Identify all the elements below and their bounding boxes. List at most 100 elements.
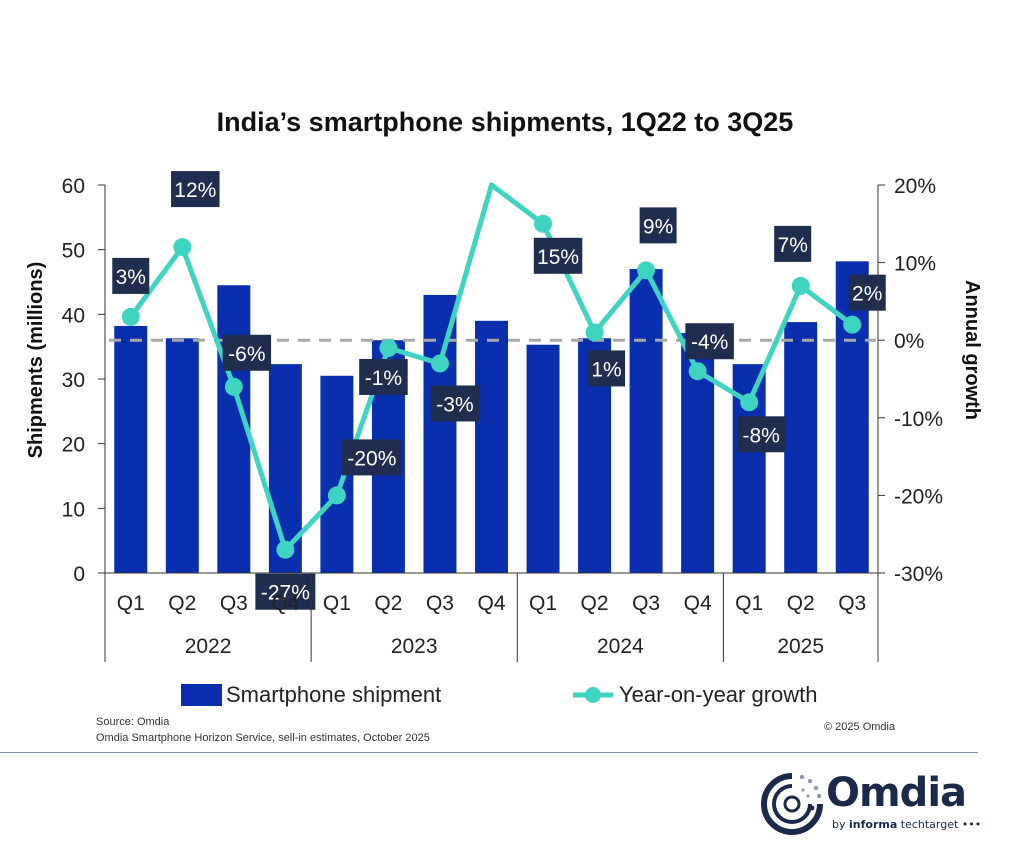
x-tick-label-3: Q4: [271, 592, 299, 615]
y2-tick-label-1: -20%: [894, 485, 943, 508]
growth-point-5: [379, 338, 398, 357]
growth-line: [128, 182, 854, 553]
growth-label-1: 12%: [174, 179, 216, 202]
bar-14: [835, 261, 869, 573]
x-tick-label-11: Q4: [684, 592, 712, 615]
y-tick-label-5: 50: [62, 240, 85, 263]
bar-0: [114, 325, 148, 573]
y2-tick-label-2: -10%: [894, 408, 943, 431]
growth-point-3: [276, 540, 295, 559]
growth-label-3: -27%: [261, 582, 310, 605]
growth-point-10: [637, 261, 656, 280]
y-tick-label-3: 30: [62, 369, 85, 392]
growth-point-12: [740, 393, 759, 412]
growth-label-box-3: [255, 573, 316, 610]
omdia-logo-icon: [761, 773, 823, 835]
footer-note: Omdia Smartphone Horizon Service, sell-i…: [96, 732, 430, 744]
growth-label-6: -3%: [436, 393, 473, 416]
growth-label-box-12: [736, 416, 786, 453]
omdia-logo-wordmark: Omdia: [826, 770, 967, 816]
bar-1: [165, 338, 199, 573]
growth-labels-layer: 3% 12% -6% -27% -20% -1% -3% 15% 1% 9% -4% -8% 7% 2%: [112, 171, 886, 610]
growth-label-8: 15%: [537, 246, 579, 269]
x-tick-label-6: Q3: [426, 592, 454, 615]
growth-point-4: [327, 486, 346, 505]
growth-point-11: [688, 362, 707, 381]
growth-label-4: -20%: [347, 447, 396, 470]
axes-layer: 0 10 20 30 40 50 60 -30% -20% -10% 0% 10% 20% Q1 Q2 Q3 Q…: [62, 175, 943, 662]
growth-label-box-10: [639, 207, 677, 244]
chart: India’s smartphone shipments, 1Q22 to 3Q…: [25, 107, 983, 707]
growth-label-box-14: [848, 274, 886, 311]
footer-source: Source: Omdia: [96, 716, 170, 728]
x-tick-label-13: Q2: [787, 592, 815, 615]
growth-label-box-1: [171, 171, 220, 208]
y-tick-label-4: 40: [62, 304, 85, 327]
year-label-2023: 2023: [391, 635, 438, 658]
x-tick-label-8: Q1: [529, 592, 557, 615]
x-tick-label-2: Q3: [220, 592, 248, 615]
growth-point-8: [534, 214, 553, 233]
tagline-informa: informa: [849, 818, 898, 831]
year-label-2024: 2024: [597, 635, 644, 658]
growth-label-box-5: [359, 358, 408, 395]
growth-label-11: -4%: [691, 331, 728, 354]
growth-point-6: [430, 354, 449, 373]
growth-label-box-6: [430, 385, 480, 422]
growth-label-2: -6%: [228, 343, 265, 366]
legend-swatch-bar: [181, 684, 222, 706]
y-tick-label-2: 20: [62, 434, 85, 457]
growth-label-10: 9%: [643, 215, 673, 238]
x-tick-label-14: Q3: [838, 592, 866, 615]
growth-label-14: 2%: [852, 283, 882, 306]
bar-8: [526, 344, 560, 573]
x-tick-label-1: Q2: [168, 592, 196, 615]
y2-axis-title: Annual growth: [961, 280, 983, 420]
chart-title: India’s smartphone shipments, 1Q22 to 3Q…: [217, 107, 794, 137]
omdia-logo-tagline: by informa techtarget •••: [832, 818, 981, 831]
growth-point-13: [791, 276, 810, 295]
growth-label-5: -1%: [365, 367, 402, 390]
growth-line-layer: [121, 182, 862, 559]
bar-13: [784, 322, 818, 573]
growth-point-14: [843, 315, 862, 334]
x-tick-label-0: Q1: [117, 592, 145, 615]
y2-tick-label-4: 10%: [894, 253, 936, 276]
footer-divider: [0, 752, 978, 753]
x-tick-label-5: Q2: [374, 592, 402, 615]
x-tick-label-9: Q2: [581, 592, 609, 615]
growth-label-box-9: [588, 350, 626, 387]
growth-label-box-2: [222, 334, 272, 371]
growth-point-2: [224, 377, 243, 396]
x-tick-label-10: Q3: [632, 592, 660, 615]
y-tick-label-6: 60: [62, 175, 85, 198]
y2-tick-label-5: 20%: [894, 175, 936, 198]
bar-7: [475, 320, 508, 573]
y2-tick-label-0: -30%: [894, 563, 943, 586]
tagline-prefix: by: [832, 818, 849, 831]
growth-label-13: 7%: [778, 234, 808, 257]
growth-label-12: -8%: [742, 424, 779, 447]
year-label-2025: 2025: [777, 635, 824, 658]
bars-layer: [114, 261, 869, 573]
bar-10: [629, 269, 663, 573]
omdia-logo: Omdia by informa techtarget •••: [758, 768, 988, 838]
year-label-2022: 2022: [185, 635, 232, 658]
growth-point-1: [173, 238, 192, 257]
y-axis-title: Shipments (millions): [25, 262, 47, 459]
y2-tick-label-3: 0%: [894, 330, 924, 353]
x-tick-label-7: Q4: [477, 592, 505, 615]
growth-label-box-0: [112, 257, 150, 294]
y-tick-label-0: 0: [73, 563, 85, 586]
y-tick-label-1: 10: [62, 498, 85, 521]
growth-label-0: 3%: [116, 266, 146, 289]
growth-label-box-4: [341, 439, 402, 476]
growth-point-9: [585, 323, 604, 342]
growth-label-box-13: [774, 225, 812, 262]
growth-label-9: 1%: [591, 358, 621, 381]
growth-label-box-11: [685, 323, 734, 360]
legend-label-growth: Year-on-year growth: [619, 682, 818, 707]
growth-point-0: [121, 307, 140, 326]
footer-copyright: © 2025 Omdia: [824, 721, 896, 733]
x-tick-label-12: Q1: [735, 592, 763, 615]
